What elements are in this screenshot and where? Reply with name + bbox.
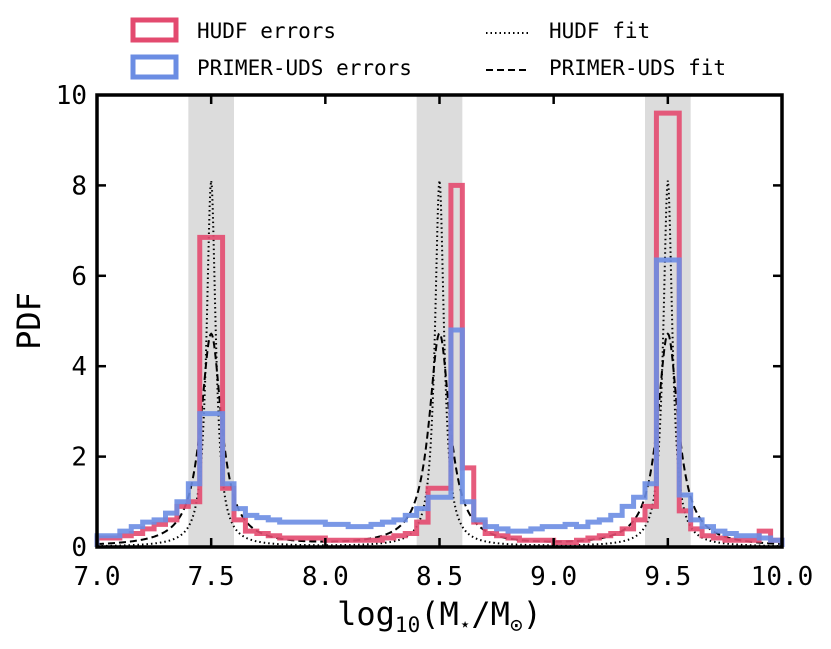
- shaded-bands: [188, 95, 691, 547]
- histogram-primer-uds-errors: [94, 257, 785, 547]
- x-tick-label: 9.5: [644, 562, 691, 592]
- y-tick-label: 8: [71, 171, 87, 201]
- legend-swatch-primer-errors: [130, 54, 179, 80]
- x-axis-label-part: ⊙: [510, 613, 523, 637]
- y-tick-label: 4: [71, 352, 87, 382]
- x-axis-label-part: /M: [471, 595, 510, 633]
- x-tick-label: 9.0: [530, 562, 577, 592]
- shaded-band-2: [645, 95, 691, 547]
- legend-label-primer-fit: PRIMER-UDS fit: [549, 56, 726, 80]
- y-tick-label: 10: [56, 81, 87, 111]
- x-tick-label: 8.0: [302, 562, 349, 592]
- x-axis-label-part: 10: [395, 613, 420, 637]
- x-axis-label: log10(M⋆/M⊙): [337, 595, 542, 637]
- legend-swatch-hudf-errors: [130, 17, 179, 43]
- shaded-band-0: [188, 95, 234, 547]
- shaded-band-1: [416, 95, 463, 547]
- x-tick-label: 8.5: [416, 562, 463, 592]
- histograms: [94, 110, 785, 547]
- x-axis-label-part: log: [337, 595, 395, 633]
- x-tick-label: 7.5: [188, 562, 235, 592]
- y-tick-label: 6: [71, 262, 87, 292]
- x-axis-label-part: ⋆: [459, 613, 472, 637]
- y-tick-label: 2: [71, 443, 87, 473]
- fit-curves: [96, 180, 783, 548]
- x-axis-label-part: (M: [420, 595, 459, 633]
- legend-label-hudf-fit: HUDF fit: [549, 19, 650, 43]
- legend-label-primer-errors: PRIMER-UDS errors: [197, 56, 412, 80]
- x-tick-label: 10.0: [751, 562, 814, 592]
- legend: HUDF errors PRIMER-UDS errors HUDF fit P…: [130, 17, 726, 80]
- x-tick-label: 7.0: [74, 562, 121, 592]
- fit-curve-primer-uds-fit: [96, 331, 783, 546]
- fit-curve-hudf-fit: [96, 180, 783, 548]
- legend-label-hudf-errors: HUDF errors: [197, 19, 336, 43]
- histogram-hudf-errors: [94, 110, 785, 547]
- x-axis-label-part: ): [523, 595, 542, 633]
- axis-ticks: 7.0 7.5 8.0 8.5 9.0 9.5 10.0 0 2 4 6 8 10: [56, 81, 814, 592]
- y-tick-label: 0: [71, 533, 87, 563]
- y-axis-label: PDF: [10, 292, 48, 350]
